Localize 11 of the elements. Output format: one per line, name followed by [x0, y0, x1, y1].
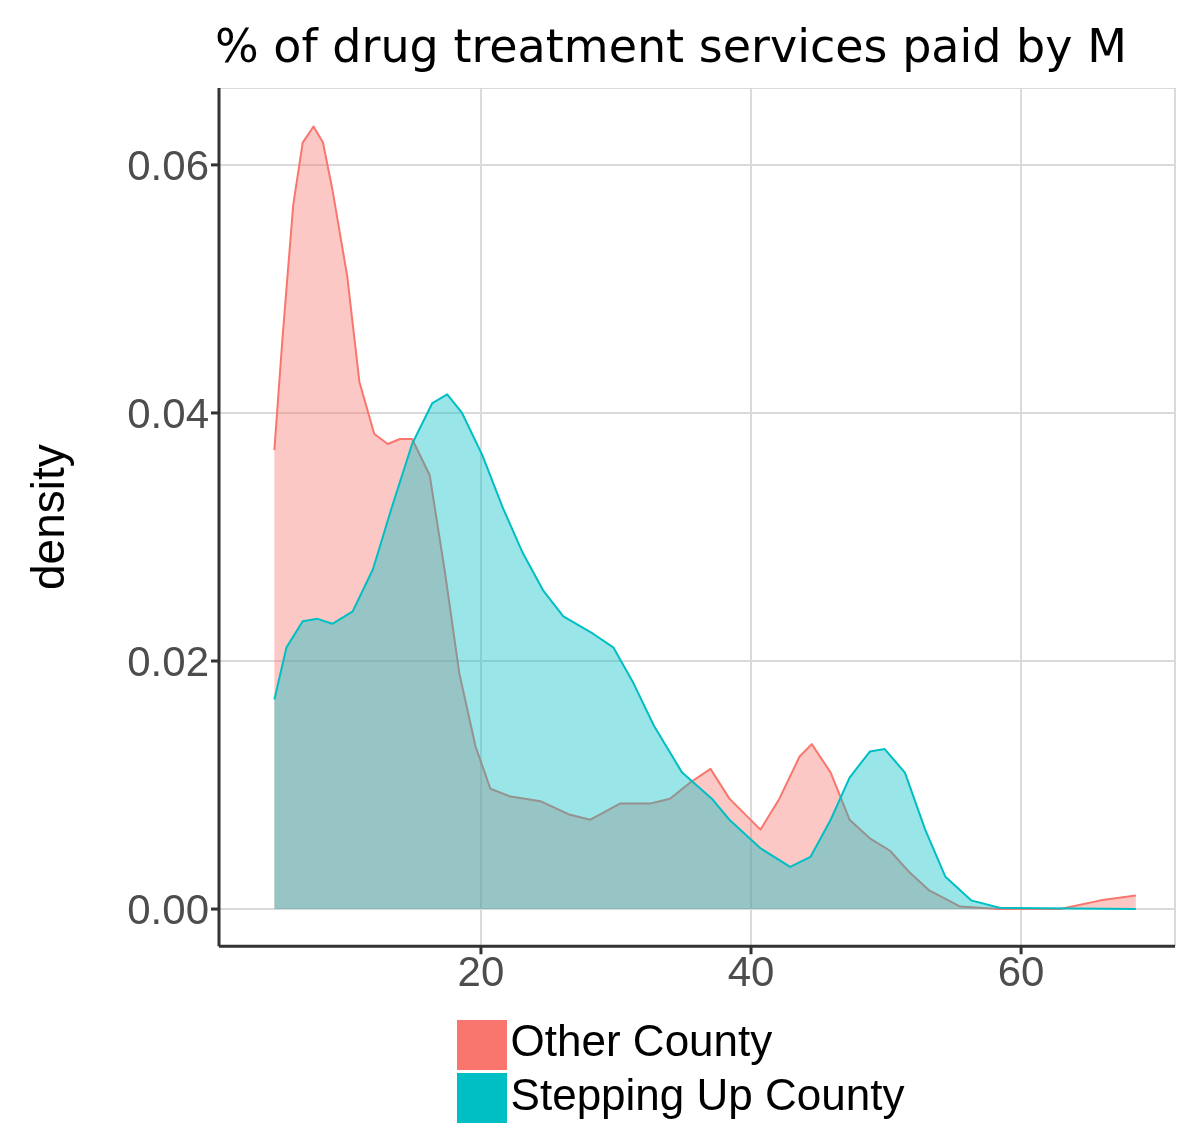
y-tick-label: 0.04: [127, 389, 209, 437]
chart-title: % of drug treatment services paid by M: [214, 18, 1128, 75]
y-tick-label: 0.02: [127, 637, 209, 685]
y-tick-label: 0.06: [127, 141, 209, 189]
y-tick-label: 0.00: [127, 885, 209, 933]
y-axis-title: density: [22, 444, 75, 590]
x-tick-label: 40: [727, 948, 775, 996]
legend-label: Other County: [510, 1016, 773, 1066]
legend-label: Stepping Up County: [510, 1069, 905, 1119]
x-tick-label: 20: [457, 948, 505, 996]
x-tick-label: 60: [997, 948, 1045, 996]
